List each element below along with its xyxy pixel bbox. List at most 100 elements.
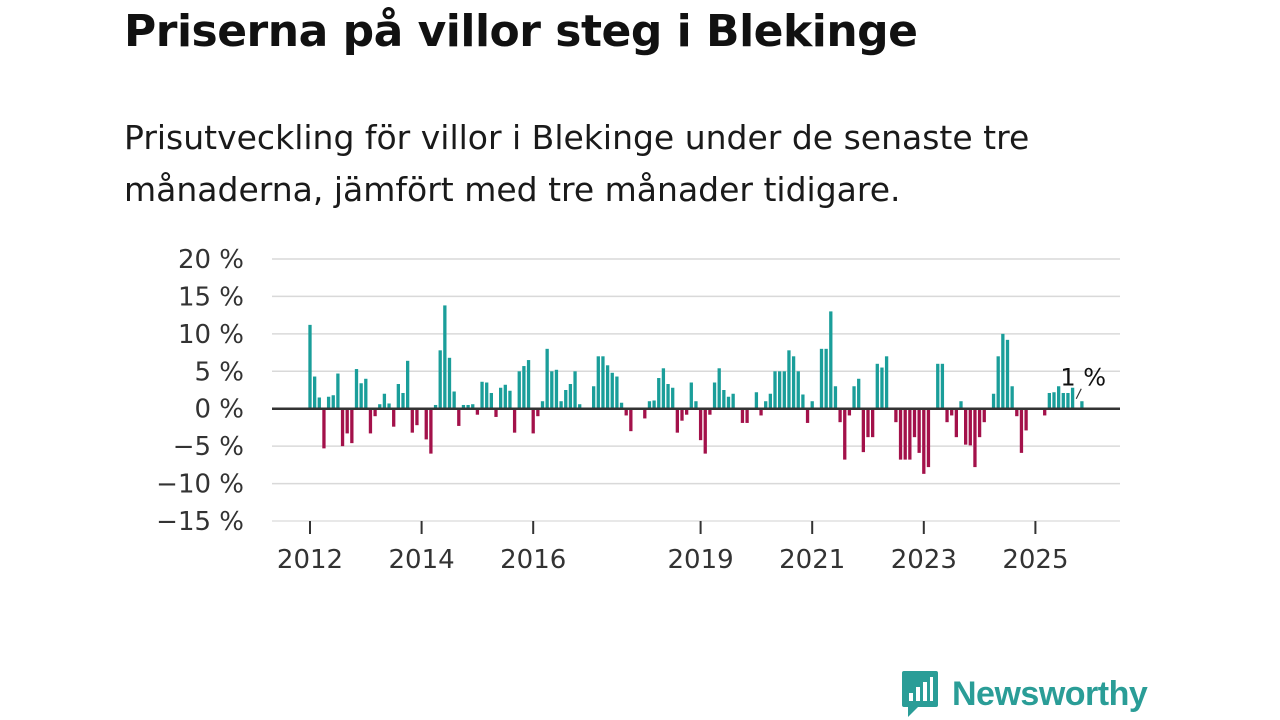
- bar: [592, 386, 596, 409]
- bar: [526, 360, 531, 409]
- bar: [643, 408, 647, 419]
- grid-lines: [272, 258, 1120, 522]
- bar: [359, 383, 363, 409]
- bar: [531, 408, 535, 434]
- bar: [996, 356, 1000, 409]
- y-tick-label: 10 %: [178, 320, 244, 350]
- bar: [517, 371, 521, 409]
- bar: [354, 369, 359, 409]
- bar: [759, 408, 763, 416]
- bar: [940, 363, 945, 409]
- bar: [1010, 386, 1014, 409]
- y-tick-label: 5 %: [194, 357, 244, 387]
- bar: [447, 357, 452, 409]
- bar: [903, 408, 907, 460]
- bar: [731, 393, 735, 409]
- x-tick-label: 2016: [500, 545, 566, 575]
- bar: [917, 408, 921, 453]
- bar: [536, 408, 540, 417]
- bar: [322, 408, 326, 449]
- bar: [1066, 392, 1070, 409]
- bar: [522, 366, 526, 409]
- bar: [847, 408, 852, 416]
- x-tick-label: 2025: [1002, 545, 1068, 575]
- bar: [726, 396, 731, 409]
- bar: [605, 365, 610, 409]
- bar: [578, 404, 582, 409]
- bar: [689, 382, 693, 409]
- bar: [1001, 333, 1005, 409]
- bar: [629, 408, 633, 432]
- bar: [466, 404, 470, 409]
- bar: [768, 393, 772, 409]
- bar: [717, 368, 721, 409]
- bar: [791, 356, 796, 409]
- bar: [350, 408, 354, 444]
- bar: [778, 371, 782, 409]
- bar: [508, 390, 512, 409]
- y-tick-label: −15 %: [156, 507, 244, 537]
- bar: [1070, 387, 1075, 409]
- bar: [647, 401, 652, 409]
- bar: [410, 408, 414, 433]
- bar: [406, 360, 410, 409]
- bar: [554, 369, 559, 409]
- bar: [843, 408, 847, 460]
- bar: [671, 387, 675, 409]
- bar: [457, 408, 461, 426]
- annotation-label: 1 %: [1060, 364, 1106, 392]
- bar: [368, 408, 373, 434]
- bar: [685, 408, 689, 415]
- bar: [596, 356, 600, 409]
- bar: [1015, 408, 1019, 417]
- bar: [573, 371, 577, 409]
- bar: [977, 408, 982, 438]
- bar: [866, 408, 870, 438]
- bar: [485, 382, 489, 409]
- bar: [601, 356, 605, 409]
- bar: [698, 408, 703, 441]
- bar: [401, 392, 405, 409]
- bar: [880, 367, 884, 409]
- bar: [489, 392, 493, 409]
- bar: [568, 384, 573, 409]
- bar: [875, 363, 879, 409]
- bar: [438, 350, 442, 409]
- bar: [861, 408, 865, 453]
- bar: [824, 348, 828, 409]
- bar: [950, 408, 954, 416]
- chart-subtitle: Prisutveckling för villor i Blekinge und…: [124, 118, 1030, 209]
- bar: [494, 408, 498, 417]
- bar: [745, 408, 749, 423]
- chart-title: Priserna på villor steg i Blekinge: [124, 6, 918, 57]
- bar: [973, 408, 977, 468]
- bar: [703, 408, 707, 454]
- bar: [1019, 408, 1024, 453]
- axes: [272, 407, 1120, 534]
- bar: [345, 408, 349, 434]
- bar: [317, 397, 321, 409]
- brand-name: Newsworthy: [952, 674, 1148, 713]
- bar: [666, 384, 670, 409]
- bar: [615, 376, 619, 409]
- bar: [740, 408, 745, 423]
- bar: [991, 393, 996, 409]
- bar: [1061, 392, 1065, 409]
- bar: [382, 393, 387, 409]
- bar: [657, 378, 661, 409]
- bar: [326, 396, 331, 409]
- bar: [708, 408, 712, 415]
- bar: [805, 408, 810, 423]
- bar: [461, 404, 466, 409]
- bar: [540, 401, 545, 409]
- bar: [773, 371, 777, 409]
- bar: [378, 404, 382, 409]
- bar: [1052, 392, 1056, 409]
- bar: [559, 401, 563, 409]
- bar: [787, 350, 791, 409]
- y-tick-label: 15 %: [178, 282, 244, 312]
- bar: [415, 408, 419, 426]
- bar: [336, 373, 340, 409]
- bar: [968, 408, 972, 446]
- bar: [936, 363, 940, 409]
